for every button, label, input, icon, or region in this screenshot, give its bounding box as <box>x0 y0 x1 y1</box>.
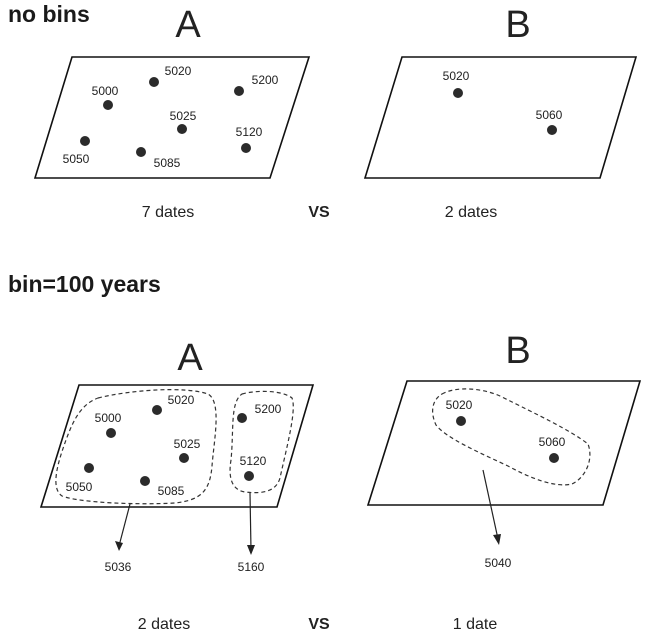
point <box>234 86 244 96</box>
panel-a-binned: A 5000 5020 5025 5050 5085 5200 5120 503… <box>39 337 315 633</box>
bin-outline <box>229 390 294 494</box>
vs-label: VS <box>308 204 330 221</box>
point-label: 5085 <box>158 484 185 498</box>
panel-letter: A <box>175 4 201 46</box>
point <box>241 143 251 153</box>
point-label: 5000 <box>95 411 122 425</box>
panel-letter: A <box>177 337 203 379</box>
plane <box>39 384 315 508</box>
point <box>177 124 187 134</box>
point <box>453 88 463 98</box>
arrow <box>482 469 499 540</box>
panel-letter: B <box>505 330 530 372</box>
point-label: 5020 <box>443 69 470 83</box>
point <box>179 453 189 463</box>
date-count-caption: 1 date <box>453 616 498 633</box>
point-label: 5120 <box>240 454 267 468</box>
bin-mean-label: 5036 <box>105 560 132 574</box>
point <box>244 471 254 481</box>
arrow <box>118 503 131 547</box>
section-title-no-bins: no bins <box>8 1 90 27</box>
point-label: 5020 <box>168 393 195 407</box>
point-label: 5200 <box>252 73 279 87</box>
point-label: 5050 <box>66 480 93 494</box>
point-label: 5120 <box>236 125 263 139</box>
point-label: 5025 <box>174 437 201 451</box>
section-title-bin-100-years: bin=100 years <box>8 271 161 297</box>
point-label: 5000 <box>92 84 119 98</box>
point-label: 5085 <box>154 156 181 170</box>
date-count-caption: 2 dates <box>138 616 190 633</box>
point-label: 5200 <box>255 402 282 416</box>
arrowhead <box>493 534 501 545</box>
point <box>106 428 116 438</box>
point <box>80 136 90 146</box>
point <box>456 416 466 426</box>
date-count-caption: 7 dates <box>142 204 194 221</box>
point <box>547 125 557 135</box>
panel-letter: B <box>505 4 530 46</box>
point <box>152 405 162 415</box>
panel-a-no-bins: A 5000 5020 5200 5025 5120 5050 5085 7 d… <box>33 4 311 221</box>
point-label: 5020 <box>446 398 473 412</box>
plane <box>363 56 638 179</box>
point-label: 5050 <box>63 152 90 166</box>
arrowhead <box>115 541 123 551</box>
panel-b-binned: B 5020 5060 5040 1 date <box>366 330 642 633</box>
point <box>549 453 559 463</box>
bin-mean-label: 5160 <box>238 560 265 574</box>
point <box>84 463 94 473</box>
panel-b-no-bins: B 5020 5060 2 dates <box>363 4 638 221</box>
vs-label: VS <box>308 616 330 633</box>
point-label: 5060 <box>536 108 563 122</box>
bin-mean-label: 5040 <box>485 556 512 570</box>
plane <box>366 380 642 506</box>
point <box>140 476 150 486</box>
point <box>149 77 159 87</box>
point-label: 5025 <box>170 109 197 123</box>
arrowhead <box>247 545 255 555</box>
point <box>103 100 113 110</box>
date-count-caption: 2 dates <box>445 204 497 221</box>
bin-outline <box>55 389 217 505</box>
point <box>136 147 146 157</box>
bin-outline <box>432 388 591 486</box>
point-label: 5020 <box>165 64 192 78</box>
plane <box>33 56 311 179</box>
arrow <box>249 492 252 551</box>
point-label: 5060 <box>539 435 566 449</box>
point <box>237 413 247 423</box>
